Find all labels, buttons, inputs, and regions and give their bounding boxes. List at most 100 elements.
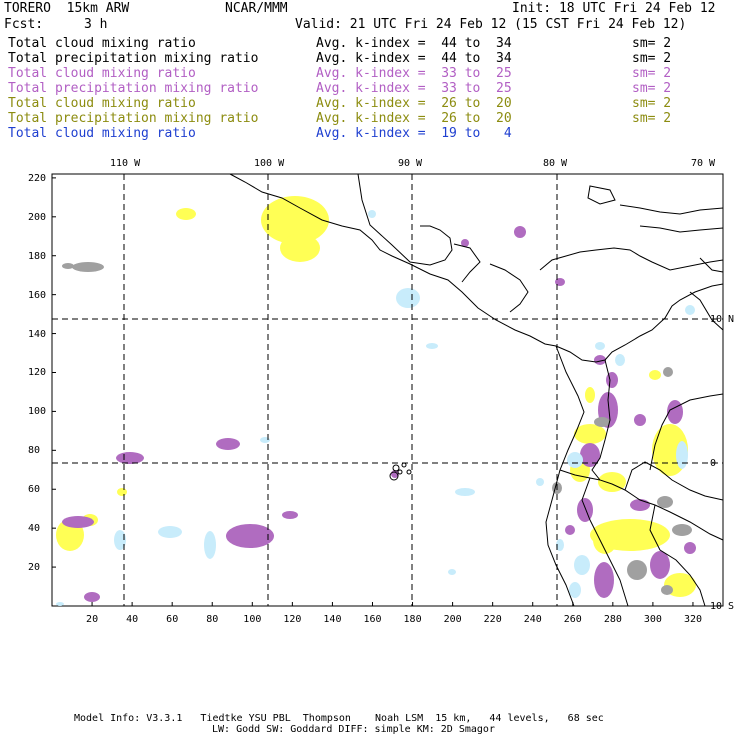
gray-field-patch (661, 585, 673, 595)
x-tick-label: 260 (563, 614, 582, 625)
legend-field: Total cloud mixing ratio (8, 36, 196, 51)
lightblue-field-patch (396, 288, 420, 308)
yellow-field-patch (176, 208, 196, 220)
lightblue-field-patch (204, 531, 216, 559)
x-tick-label: 220 (483, 614, 502, 625)
axis-ticks (52, 177, 694, 606)
yellow-field-patch (585, 387, 595, 403)
purple-field-patch (461, 239, 469, 247)
x-tick-label: 40 (126, 614, 139, 625)
legend-field: Total precipitation mixing ratio (8, 111, 259, 126)
forecast-hour: 3 h (84, 17, 108, 32)
x-tick-label: 180 (403, 614, 422, 625)
legend-smoothing: sm= 2 (632, 66, 672, 81)
physics-info: LW: Godd SW: Goddard DIFF: simple KM: 2D… (212, 724, 495, 735)
yellow-field-patch (649, 370, 661, 380)
legend-smoothing: sm= 2 (632, 111, 672, 126)
legend-smoothing: sm= 2 (632, 36, 672, 51)
latitude-label: 10 N (710, 314, 735, 325)
lightblue-field-patch (567, 452, 583, 468)
x-tick-label: 160 (363, 614, 382, 625)
y-tick-label: 20 (28, 562, 41, 574)
model-info: Model Info: V3.3.1 Tiedtke YSU PBL Thomp… (74, 713, 604, 724)
purple-field-patch (594, 562, 614, 598)
y-tick-label: 100 (28, 406, 47, 418)
coastlines (229, 173, 724, 607)
x-tick-label: 300 (643, 614, 662, 625)
gray-field-patch (657, 496, 673, 508)
purple-field-patch (594, 355, 606, 365)
legend-field: Total cloud mixing ratio (8, 66, 196, 81)
legend-k-index: Avg. k-index = 19 to 4 (316, 126, 512, 141)
purple-field-patch (116, 452, 144, 464)
y-tick-label: 200 (28, 211, 47, 223)
legend-field: Total precipitation mixing ratio (8, 81, 259, 96)
y-tick-label: 220 (28, 172, 47, 184)
legend-k-index: Avg. k-index = 44 to 34 (316, 36, 512, 51)
lightblue-field-patch (368, 210, 376, 218)
lightblue-field-patch (574, 555, 590, 575)
purple-field-patch (514, 226, 526, 238)
purple-field-patch (630, 499, 650, 511)
legend-k-index: Avg. k-index = 33 to 25 (316, 66, 512, 81)
lightblue-field-patch (595, 342, 605, 350)
purple-field-patch (62, 516, 94, 528)
x-tick-label: 320 (683, 614, 703, 625)
purple-field-patch (226, 524, 274, 548)
gray-field-patch (672, 524, 692, 536)
y-tick-label: 120 (28, 367, 47, 379)
lightblue-field-patch (615, 354, 625, 366)
gray-field-patch (627, 560, 647, 580)
gray-field-patch (62, 263, 74, 269)
yellow-field-patch (280, 234, 320, 262)
x-tick-label: 280 (603, 614, 622, 625)
purple-field-patch (282, 511, 298, 519)
valid-time: Valid: 21 UTC Fri 24 Feb 12 (15 CST Fri … (295, 17, 687, 32)
longitude-label: 110 W (110, 158, 141, 169)
y-tick-label: 40 (28, 523, 41, 535)
x-tick-label: 60 (166, 614, 179, 625)
lightblue-field-patch (158, 526, 182, 538)
lightblue-field-patch (685, 305, 695, 315)
lightblue-field-patch (676, 441, 688, 469)
x-tick-label: 100 (243, 614, 262, 625)
purple-field-patch (580, 443, 600, 467)
longitude-label: 80 W (543, 158, 568, 169)
gray-field-patch (594, 417, 610, 427)
purple-field-patch (634, 414, 646, 426)
model-name: TORERO 15km ARW (4, 1, 130, 16)
lightblue-field-patch (536, 478, 544, 486)
legend-field: Total cloud mixing ratio (8, 96, 196, 111)
x-tick-label: 20 (86, 614, 99, 625)
lightblue-field-patch (556, 539, 564, 551)
y-tick-label: 80 (28, 445, 41, 457)
gray-field-patch (663, 367, 673, 377)
lightblue-field-patch (455, 488, 475, 496)
legend-field: Total precipitation mixing ratio (8, 51, 259, 66)
purple-field-patch (606, 372, 618, 388)
gray-field-patch (72, 262, 104, 272)
legend-k-index: Avg. k-index = 33 to 25 (316, 81, 512, 96)
lightblue-field-patch (426, 343, 438, 349)
lightblue-field-patch (114, 530, 126, 550)
legend-k-index: Avg. k-index = 26 to 20 (316, 111, 512, 126)
x-tick-label: 80 (206, 614, 219, 625)
yellow-field-patch (593, 526, 617, 554)
purple-field-patch (216, 438, 240, 450)
x-tick-label: 120 (283, 614, 302, 625)
mixing-ratio-fields (56, 196, 696, 606)
longitude-label: 100 W (254, 158, 285, 169)
init-time: Init: 18 UTC Fri 24 Feb 12 (512, 1, 716, 16)
y-tick-label: 60 (28, 484, 41, 496)
legend-smoothing: sm= 2 (632, 96, 672, 111)
lightblue-field-patch (569, 582, 581, 598)
forecast-label: Fcst: (4, 17, 44, 32)
legend-smoothing: sm= 2 (632, 81, 672, 96)
longitude-label: 90 W (398, 158, 423, 169)
yellow-field-patch (574, 424, 606, 444)
y-tick-label: 160 (28, 289, 47, 301)
lightblue-field-patch (448, 569, 456, 575)
purple-field-patch (565, 525, 575, 535)
graticule (52, 174, 723, 606)
